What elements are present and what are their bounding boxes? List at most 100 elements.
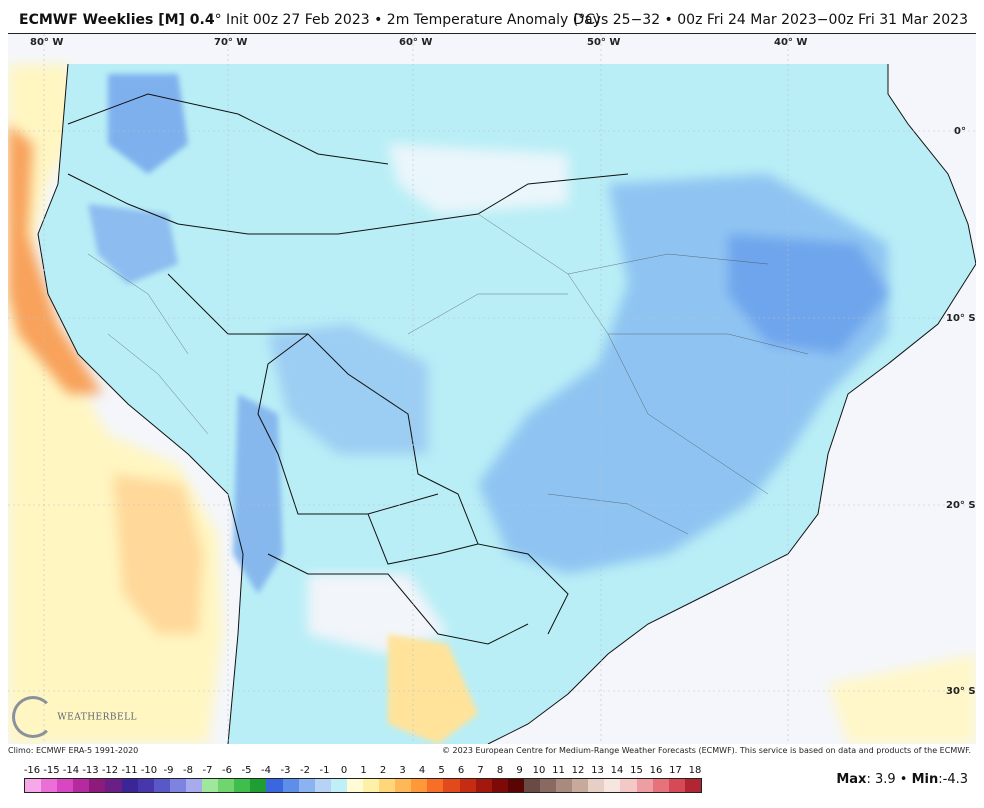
colorbar-swatch [121,779,138,792]
state-line [567,253,769,275]
colorbar-swatch [475,779,492,792]
valid-period: Days 25−32 • 00z Fri 24 Mar 2023−00z Fri… [573,12,968,28]
colorbar-tick-label: -8 [183,765,193,776]
state-line [107,333,209,435]
title-model: ECMWF Weeklies [M] 0.4 [19,12,215,28]
colorbar-swatch [153,779,170,792]
colorbar-tick-label: 6 [457,765,465,776]
colorbar-tick-label: -12 [101,765,119,776]
max-label: Max [836,772,867,787]
peru-cool-patch [88,204,178,284]
anomaly-map [8,34,976,744]
northeast-coastline [887,64,976,265]
colorbar-tick-label: 18 [688,765,702,776]
state-line [647,413,769,495]
colorbar-tick-label: 9 [516,765,523,776]
colorbar-swatch [620,779,637,792]
logo-text: WEATHERBELL [57,712,138,723]
map-panel: 80° W 70° W 60° W 50° W 40° W 0° 10° S 2… [8,34,976,744]
weatherbell-logo: WEATHERBELL [12,696,137,738]
header-divider [8,33,976,34]
colorbar-swatch [636,779,653,792]
colorbar-swatch [556,779,573,792]
colorbar-swatch [459,779,476,792]
colorbar-swatch [346,779,363,792]
colorbar-swatch [491,779,508,792]
title-details: ° Init 00z 27 Feb 2023 • 2m Temperature … [214,12,601,28]
coastal-warm-anomaly [8,124,103,394]
colorbar-tick-label: -6 [222,765,232,776]
colorbar-tick-label: 11 [552,765,565,776]
colorbar-swatch [298,779,315,792]
brazil-west-border [167,273,569,635]
colorbar-tick-label: -10 [140,765,158,776]
bolivia-cool-anomaly [268,324,428,454]
colorbar-tick-label: -15 [43,765,60,776]
colorbar-tick-label: -16 [23,765,41,776]
colorbar-swatch [234,779,251,792]
copyright-note: © 2023 European Centre for Medium-Range … [442,746,971,755]
colorbar-tick-label: 7 [477,765,484,776]
lon-label-80w: 80° W [30,37,64,48]
state-line [407,293,568,335]
lon-label-50w: 50° W [587,37,621,48]
lon-label-40w: 40° W [774,37,808,48]
colorbar-swatch [250,779,267,792]
colorbar-tick-label: -13 [82,765,99,776]
state-line [547,493,689,535]
colorbar-swatch [604,779,621,792]
colorbar-tick-label: 4 [418,765,426,776]
max-min-stats: Max: 3.9 • Min:-4.3 [836,772,968,787]
atlantic-warm-patch [828,654,976,744]
colombia-venezuela-border [67,93,239,125]
colorbar-tick-label: -5 [241,765,252,776]
colorbar-tick-label: -7 [202,765,213,776]
colorbar-swatch [73,779,90,792]
colorbar-swatch [137,779,154,792]
colorbar-tick-label: -2 [300,765,310,776]
colorbar-tick-label: -14 [62,765,80,776]
state-line [87,253,189,355]
lat-label-10s: 10° S [946,313,976,324]
ecuador-colombia-border [67,173,179,225]
colorbar-tick-label: 10 [532,765,546,776]
colorbar-swatch [218,779,235,792]
colorbar-swatch [57,779,74,792]
lat-label-30s: 30° S [946,686,976,697]
colorbar-swatch [314,779,331,792]
colorbar-tick-label: 17 [669,765,682,776]
colorbar-tick-label: 16 [649,765,663,776]
colorbar-tick-label: -4 [261,765,271,776]
colorbar-swatch [202,779,219,792]
colorbar-swatch [540,779,557,792]
colorbar-swatch [185,779,203,792]
colorbar-swatch [411,779,428,792]
lon-label-60w: 60° W [399,37,433,48]
colorbar-tick-label: 14 [610,765,624,776]
colorbar-tick-label: 13 [591,765,604,776]
colorbar-swatch [427,779,444,792]
colorbar-tick-label: -1 [319,765,330,776]
lat-label-0: 0° [954,126,966,137]
colorbar-tick-label: -9 [163,765,174,776]
colorbar-swatch [443,779,460,792]
colorbar-swatch [282,779,299,792]
pacific-coastline [37,63,244,744]
chart-title: ECMWF Weeklies [M] 0.4° Init 00z 27 Feb … [19,12,600,28]
colorbar-swatch [89,779,106,792]
altiplano-cool-patch [233,394,283,594]
min-label: Min [911,772,939,787]
colorbar-swatch [588,779,605,792]
colorbar-swatch [572,779,589,792]
lat-label-20s: 20° S [946,500,976,511]
offshore-warm-patch [113,474,203,634]
colorbar-swatch [266,779,283,792]
colorbar-swatch [105,779,122,792]
logo-swirl-icon [12,696,54,738]
colorbar-swatch [169,779,186,792]
colorbar-tick-label: -3 [280,765,291,776]
amazon-neutral-patch [388,144,568,214]
colorbar-swatch [25,779,42,792]
lon-label-70w: 70° W [214,37,248,48]
colorbar-swatch [362,779,380,792]
